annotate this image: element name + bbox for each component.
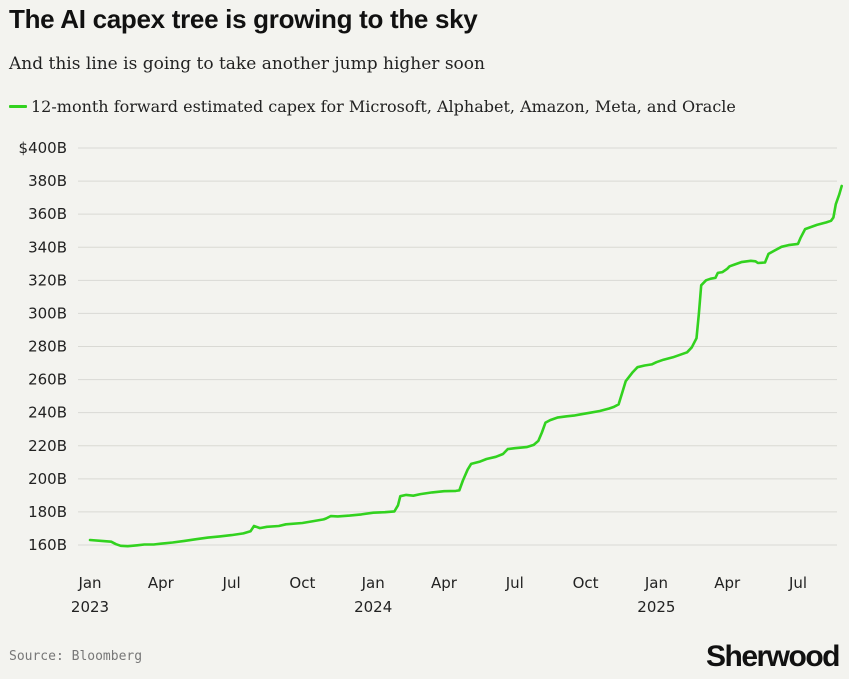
y-tick-label: 180B: [28, 503, 67, 521]
x-tick-year-label: 2024: [354, 598, 392, 616]
grid-lines: [78, 147, 837, 546]
chart-legend: 12-month forward estimated capex for Mic…: [9, 97, 736, 116]
series-layer: [88, 184, 843, 548]
x-tick-label: Jul: [505, 574, 524, 592]
y-tick-label: 160B: [28, 536, 67, 554]
y-tick-label: 320B: [28, 271, 67, 289]
y-tick-label: 220B: [28, 437, 67, 455]
x-tick-label: Oct: [289, 574, 315, 592]
y-tick-label: 340B: [28, 238, 67, 256]
y-tick-label: $400B: [19, 139, 67, 157]
y-tick-label: 240B: [28, 404, 67, 422]
x-tick-label: Jul: [788, 574, 807, 592]
y-tick-label: 260B: [28, 371, 67, 389]
chart-subtitle: And this line is going to take another j…: [9, 54, 485, 74]
x-tick-label: Apr: [714, 574, 741, 592]
legend-label: 12-month forward estimated capex for Mic…: [31, 97, 736, 116]
x-tick-label: Apr: [431, 574, 458, 592]
y-tick-label: 360B: [28, 205, 67, 223]
series-line-capex: [88, 184, 843, 548]
y-tick-label: 380B: [28, 172, 67, 190]
x-tick-label: Jul: [222, 574, 241, 592]
x-tick-year-label: 2023: [71, 598, 109, 616]
legend-swatch: [9, 105, 27, 108]
x-tick-year-label: 2025: [637, 598, 675, 616]
source-note: Source: Bloomberg: [9, 649, 143, 664]
y-tick-label: 200B: [28, 470, 67, 488]
chart-title: The AI capex tree is growing to the sky: [9, 4, 478, 34]
x-tick-label: Jan: [361, 574, 385, 592]
x-axis-labels: Jan 2023 Apr Jul Oct Jan 2024 Apr Jul Oct Jan 2025 A…: [71, 574, 807, 616]
y-axis-labels: 160B 180B 200B 220B 240B 260B 280B 300B 320B 340B…: [19, 139, 67, 554]
y-tick-label: 300B: [28, 304, 67, 322]
x-tick-label: Jan: [644, 574, 668, 592]
y-tick-label: 280B: [28, 338, 67, 356]
brand-logo: Sherwood: [705, 640, 841, 673]
x-tick-label: Jan: [77, 574, 101, 592]
x-tick-label: Apr: [148, 574, 175, 592]
x-tick-label: Oct: [573, 574, 599, 592]
